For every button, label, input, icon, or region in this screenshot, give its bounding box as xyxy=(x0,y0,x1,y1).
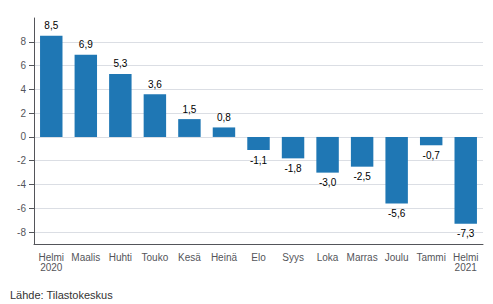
svg-text:Heinä: Heinä xyxy=(211,252,238,263)
svg-text:1,5: 1,5 xyxy=(182,104,196,115)
svg-text:4: 4 xyxy=(20,84,26,95)
svg-text:-2,5: -2,5 xyxy=(353,171,371,182)
svg-text:Kesä: Kesä xyxy=(178,252,201,263)
svg-text:-6: -6 xyxy=(17,203,26,214)
svg-text:8: 8 xyxy=(20,36,26,47)
svg-text:-8: -8 xyxy=(17,227,26,238)
svg-text:2021: 2021 xyxy=(455,262,478,273)
svg-text:Loka: Loka xyxy=(317,252,339,263)
svg-text:Huhti: Huhti xyxy=(109,252,132,263)
svg-text:Lähde: Tilastokeskus: Lähde: Tilastokeskus xyxy=(10,289,113,301)
svg-text:Helmi: Helmi xyxy=(38,251,65,263)
svg-text:6: 6 xyxy=(20,60,26,71)
svg-text:8,5: 8,5 xyxy=(44,20,58,31)
svg-text:-2: -2 xyxy=(17,155,26,166)
svg-text:0,8: 0,8 xyxy=(217,112,231,123)
svg-text:-0,7: -0,7 xyxy=(423,150,441,161)
svg-text:Maalis: Maalis xyxy=(71,252,100,263)
svg-text:0: 0 xyxy=(20,131,26,142)
svg-text:2020: 2020 xyxy=(40,262,63,273)
svg-text:Tammi: Tammi xyxy=(416,252,445,263)
svg-text:Helmi: Helmi xyxy=(452,251,479,263)
svg-text:Syys: Syys xyxy=(282,252,304,263)
svg-text:-1,8: -1,8 xyxy=(284,163,302,174)
svg-text:5,3: 5,3 xyxy=(113,58,127,69)
svg-text:6,9: 6,9 xyxy=(79,39,93,50)
svg-text:Marras: Marras xyxy=(347,252,378,263)
svg-text:3,6: 3,6 xyxy=(148,79,162,90)
svg-text:-5,6: -5,6 xyxy=(388,208,406,219)
svg-text:-4: -4 xyxy=(17,179,26,190)
svg-text:-7,3: -7,3 xyxy=(457,228,475,239)
svg-text:-1,1: -1,1 xyxy=(250,155,268,166)
svg-text:2: 2 xyxy=(20,108,26,119)
svg-text:Joulu: Joulu xyxy=(385,252,409,263)
svg-text:Elo: Elo xyxy=(251,252,266,263)
svg-text:Touko: Touko xyxy=(142,252,169,263)
svg-text:-3,0: -3,0 xyxy=(319,177,337,188)
